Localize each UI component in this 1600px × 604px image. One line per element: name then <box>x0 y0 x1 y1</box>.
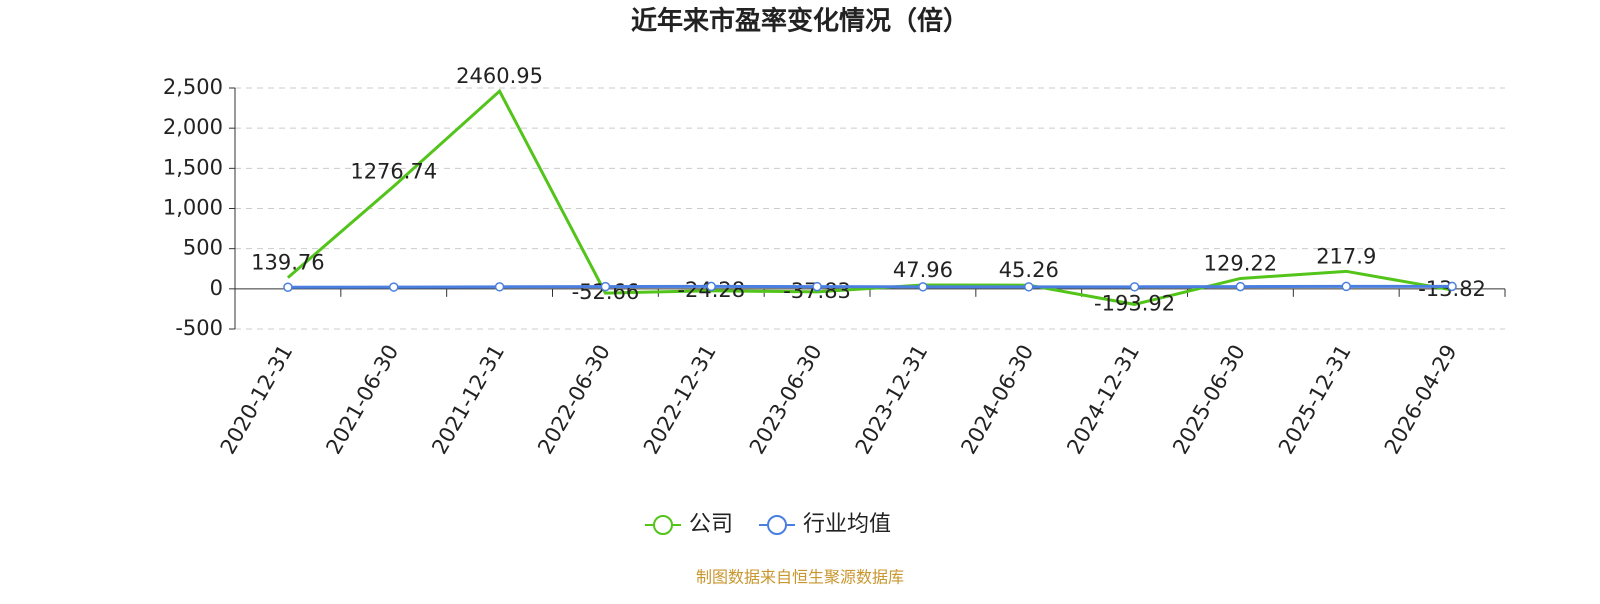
data-point <box>812 281 822 292</box>
data-label: 45.26 <box>999 258 1059 282</box>
y-tick-label: 1,500 <box>163 155 223 179</box>
data-point <box>1447 281 1457 292</box>
chart-title: 近年来市盈率变化情况（倍） <box>631 6 969 37</box>
data-point <box>918 282 928 292</box>
data-point <box>1341 281 1351 292</box>
x-tick-label: 2025-12-31 <box>1274 341 1356 459</box>
data-label: 217.9 <box>1316 244 1376 268</box>
series-line <box>287 284 1453 289</box>
y-tick-label: 2,000 <box>163 115 223 139</box>
data-label: 129.22 <box>1204 251 1277 275</box>
legend-marker <box>767 515 788 535</box>
data-point <box>1129 282 1140 292</box>
data-point <box>1024 282 1034 292</box>
source-note: 制图数据来自恒生聚源数据库 <box>696 568 904 587</box>
x-tick-label: 2023-06-30 <box>745 341 827 459</box>
y-tick-label: 0 <box>210 276 223 300</box>
data-point <box>706 281 716 292</box>
data-label: 1276.74 <box>350 159 437 183</box>
x-tick-label: 2025-06-30 <box>1168 341 1250 459</box>
legend-label: 行业均值 <box>803 512 891 537</box>
x-tick-label: 2020-12-31 <box>216 341 298 459</box>
data-point <box>494 282 505 292</box>
x-tick-label: 2026-04-29 <box>1380 341 1462 459</box>
y-tick-label: -500 <box>175 316 223 340</box>
x-tick-label: 2021-12-31 <box>427 341 509 459</box>
data-point <box>283 282 293 292</box>
y-tick-label: 2,500 <box>163 75 223 99</box>
x-tick-label: 2024-12-31 <box>1062 341 1144 459</box>
series-line <box>286 88 1453 306</box>
y-tick-label: 1,000 <box>163 196 223 220</box>
data-point <box>389 282 399 292</box>
data-label: 2460.95 <box>456 64 543 88</box>
x-tick-label: 2021-06-30 <box>321 341 403 459</box>
x-tick-label: 2022-06-30 <box>533 341 615 459</box>
data-label: 139.76 <box>251 251 324 275</box>
data-point <box>1235 281 1246 292</box>
y-tick-label: 500 <box>183 236 223 260</box>
legend-label: 公司 <box>689 512 733 537</box>
x-tick-label: 2024-06-30 <box>956 341 1038 459</box>
legend-marker <box>653 515 673 535</box>
data-point <box>600 281 611 292</box>
data-label: -193.92 <box>1094 291 1175 315</box>
data-label: 47.96 <box>893 258 953 282</box>
x-tick-label: 2022-12-31 <box>639 341 721 459</box>
x-tick-label: 2023-12-31 <box>851 341 933 459</box>
